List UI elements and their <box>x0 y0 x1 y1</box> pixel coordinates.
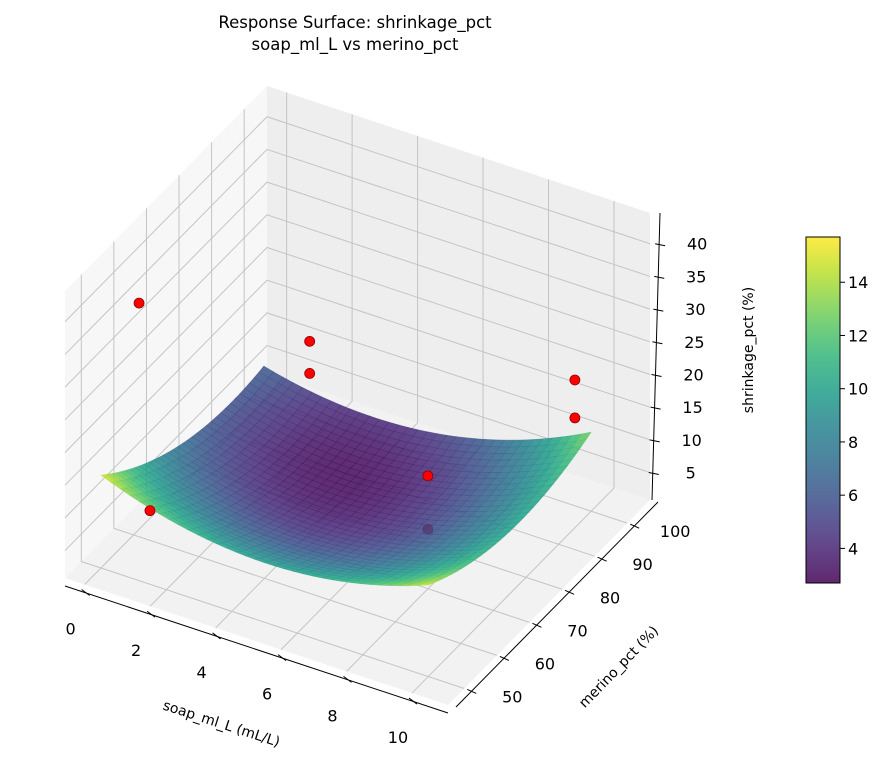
chart-title: Response Surface: shrinkage_pct soap_ml_… <box>0 12 710 56</box>
back-pane <box>267 86 650 500</box>
y-tick-label: 100 <box>660 522 691 541</box>
y-tick <box>597 556 607 562</box>
x-tick-label: 2 <box>131 641 141 660</box>
z-tick <box>653 308 664 312</box>
gridline-z <box>64 148 651 355</box>
x-tick <box>81 589 90 596</box>
gridline-z <box>64 214 651 421</box>
z-tick-label: 25 <box>684 333 704 352</box>
z-tick-label: 30 <box>685 300 705 319</box>
y-axis-label: merino_pct (%) <box>576 623 662 711</box>
x-tick <box>212 632 221 640</box>
z-tick-label: 15 <box>682 398 702 417</box>
title-line: Response Surface: shrinkage_pct <box>218 13 492 32</box>
z-tick-label: 40 <box>687 235 707 254</box>
x-axis-label: soap_ml_L (mL/L) <box>161 698 282 751</box>
x-tick-label: 10 <box>388 728 408 747</box>
response-surface <box>100 365 592 587</box>
data-point <box>304 335 316 347</box>
left-pane <box>65 86 267 578</box>
x-tick <box>277 654 287 662</box>
z-tick <box>652 341 663 345</box>
z-tick <box>650 406 661 410</box>
x-tick-label: 4 <box>196 663 206 682</box>
x-tick-label: 0 <box>66 620 76 639</box>
gridline-z <box>64 312 651 519</box>
colorbar-tick-label: 4 <box>848 539 858 558</box>
data-point <box>133 297 145 309</box>
x-tick <box>146 610 156 618</box>
x-axis-line <box>64 585 449 714</box>
x-tick-label: 6 <box>262 685 272 704</box>
x-tick <box>408 697 418 705</box>
x-tick-label: 8 <box>327 706 337 725</box>
data-point <box>144 505 156 517</box>
y-tick <box>564 589 575 595</box>
data-point <box>304 367 316 379</box>
surface-patch <box>418 582 434 586</box>
z-tick-label: 5 <box>686 464 696 483</box>
data-point <box>422 470 434 482</box>
colorbar-bar <box>805 236 841 584</box>
z-tick <box>655 243 666 247</box>
y-tick-label: 90 <box>632 555 652 574</box>
colorbar-tick-label: 10 <box>848 380 868 399</box>
y-tick <box>629 523 640 529</box>
colorbar: 4 6 8 10 12 14 <box>805 236 868 584</box>
data-point <box>569 412 581 424</box>
x-tick <box>343 675 352 683</box>
z-tick-label: 35 <box>686 267 706 286</box>
y-tick-label: 50 <box>502 687 522 706</box>
data-point <box>569 374 581 386</box>
colorbar-tick-label: 12 <box>848 326 868 345</box>
subtitle-line: soap_ml_L vs merino_pct <box>251 35 459 54</box>
z-tick-label: 10 <box>681 431 701 450</box>
y-tick <box>532 622 542 628</box>
z-axis-line <box>651 212 661 501</box>
points-front <box>133 297 581 517</box>
y-tick <box>499 655 510 661</box>
y-tick-label: 70 <box>567 621 587 640</box>
z-tick-label: 20 <box>683 365 703 384</box>
gridline-z <box>64 246 651 453</box>
z-tick <box>648 472 659 476</box>
gridline-z <box>64 181 651 388</box>
y-axis-line <box>455 501 659 708</box>
z-tick <box>649 439 660 443</box>
y-tick <box>467 689 477 694</box>
colorbar-tick-label: 8 <box>848 433 858 452</box>
gridline-z <box>64 116 651 323</box>
z-axis-label: shrinkage_pct (%) <box>741 287 757 413</box>
colorbar-tick-label: 6 <box>848 486 858 505</box>
y-tick-label: 80 <box>600 588 620 607</box>
y-tick-label: 60 <box>535 654 555 673</box>
gridline-z <box>64 279 651 486</box>
z-tick <box>654 275 665 279</box>
colorbar-tick-label: 14 <box>848 273 868 292</box>
axes-panes <box>64 86 651 705</box>
z-tick <box>651 373 662 377</box>
